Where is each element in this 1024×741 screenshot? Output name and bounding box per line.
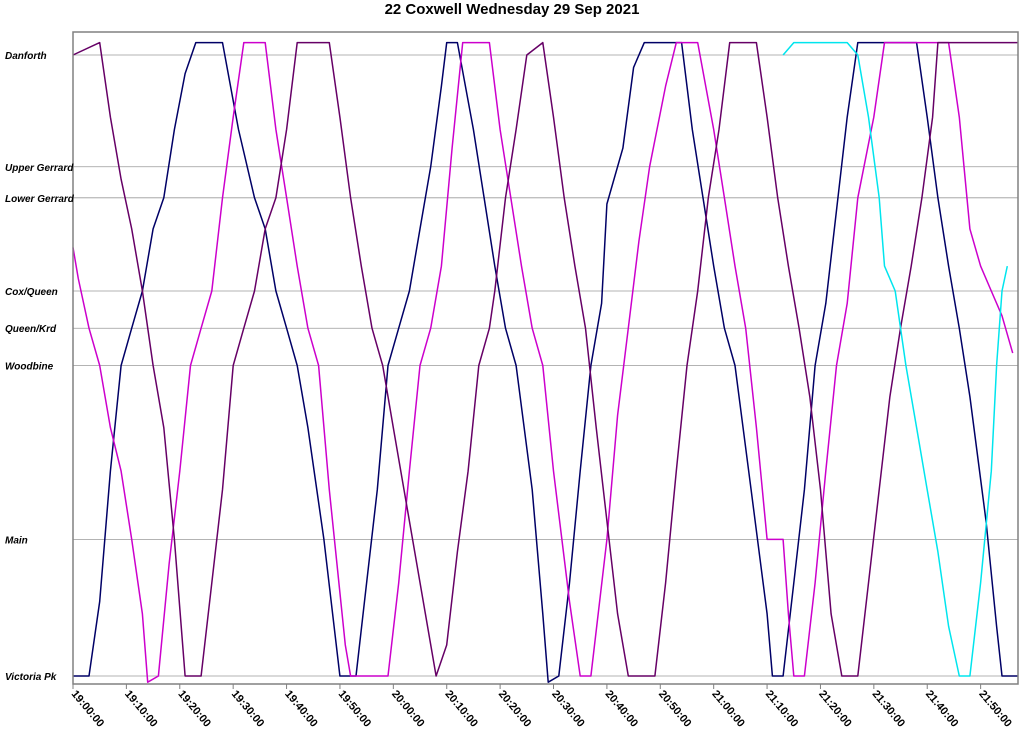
x-tick-label: 20:40:00: [603, 688, 641, 729]
plot-frame: [72, 31, 1019, 685]
series-line-4: [782, 41, 1009, 677]
y-tick-label: Danforth: [5, 51, 47, 62]
x-tick-label: 19:20:00: [175, 688, 213, 729]
x-tick-label: 19:40:00: [282, 688, 320, 729]
series-line-3: [72, 41, 1018, 677]
series-line-2: [72, 41, 1014, 683]
y-axis-labels: Danforth Upper Gerrard Lower Gerrard Cox/Qu…: [5, 51, 75, 683]
y-tick-label: Main: [5, 535, 28, 546]
x-tick-label: 20:00:00: [389, 688, 427, 729]
x-tick-label: 21:00:00: [709, 688, 747, 729]
y-tick-label: Victoria Pk: [5, 672, 57, 683]
x-tick-label: 21:50:00: [976, 688, 1014, 729]
x-tick-label: 19:00:00: [69, 688, 107, 729]
y-tick-label: Cox/Queen: [5, 287, 58, 298]
x-tick-label: 19:10:00: [122, 688, 160, 729]
x-tick-label: 21:10:00: [763, 688, 801, 729]
y-tick-label: Woodbine: [5, 362, 54, 373]
x-axis-labels: 19:00:00 19:10:00 19:20:00 19:30:00 19:40:00…: [69, 684, 1014, 730]
x-tick-label: 19:50:00: [336, 688, 374, 729]
x-tick-label: 20:50:00: [656, 688, 694, 729]
x-tick-label: 20:30:00: [549, 688, 587, 729]
y-tick-label: Queen/Krd: [5, 324, 57, 335]
x-tick-label: 20:20:00: [496, 688, 534, 729]
x-tick-label: 21:40:00: [923, 688, 961, 729]
series-line-1: [73, 41, 1018, 683]
series-lines: [72, 41, 1018, 683]
x-tick-label: 21:30:00: [870, 688, 908, 729]
x-tick-label: 19:30:00: [229, 688, 267, 729]
chart-title: 22 Coxwell Wednesday 29 Sep 2021: [384, 1, 640, 18]
y-tick-label: Lower Gerrard: [5, 194, 75, 205]
grid-lines: [73, 54, 1018, 677]
x-tick-label: 21:20:00: [816, 688, 854, 729]
x-tick-label: 20:10:00: [442, 688, 480, 729]
y-tick-label: Upper Gerrard: [5, 163, 74, 174]
